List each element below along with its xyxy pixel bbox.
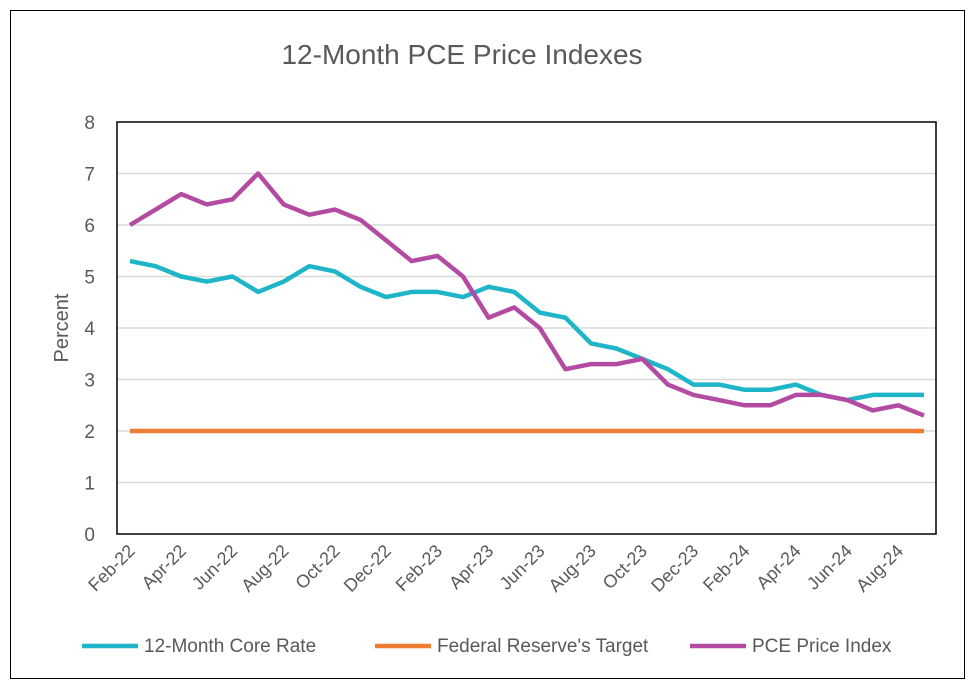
y-tick-label: 6 bbox=[84, 216, 95, 237]
chart-title: 12-Month PCE Price Indexes bbox=[281, 39, 642, 70]
x-tick-label: Apr-23 bbox=[445, 541, 497, 593]
y-tick-label: 8 bbox=[84, 113, 95, 134]
x-tick-label: Dec-22 bbox=[340, 541, 395, 596]
y-axis-label: Percent bbox=[51, 293, 73, 362]
y-tick-label: 3 bbox=[84, 371, 95, 392]
x-tick-label: Aug-22 bbox=[237, 541, 292, 596]
x-tick-label: Feb-22 bbox=[84, 541, 138, 595]
chart-frame bbox=[10, 10, 965, 679]
y-tick-label: 0 bbox=[84, 525, 95, 546]
y-axis-ticks: 0 1 2 3 4 5 6 7 8 bbox=[84, 113, 95, 546]
x-tick-label: Oct-22 bbox=[291, 541, 343, 593]
x-tick-label: Apr-24 bbox=[752, 541, 804, 593]
x-tick-label: Jun-23 bbox=[496, 541, 549, 594]
x-axis-ticks: Feb-22Apr-22Jun-22Aug-22Oct-22Dec-22Feb-… bbox=[84, 541, 907, 596]
y-tick-label: 1 bbox=[84, 474, 95, 495]
x-tick-label: Jun-24 bbox=[803, 541, 856, 594]
plot-area bbox=[116, 121, 937, 535]
x-tick-label: Aug-24 bbox=[852, 541, 907, 596]
y-tick-label: 4 bbox=[84, 319, 95, 340]
legend: 12-Month Core Rate Federal Reserve's Targ… bbox=[82, 636, 892, 657]
gridlines bbox=[117, 172, 936, 484]
x-tick-label: Oct-23 bbox=[599, 541, 651, 593]
y-tick-label: 7 bbox=[84, 165, 95, 186]
y-tick-label: 2 bbox=[84, 422, 95, 443]
legend-label: PCE Price Index bbox=[752, 636, 892, 657]
x-tick-label: Apr-22 bbox=[138, 541, 190, 593]
series-line-2 bbox=[128, 171, 925, 418]
series-lines bbox=[128, 171, 925, 434]
x-tick-label: Jun-22 bbox=[188, 541, 241, 594]
y-tick-label: 5 bbox=[84, 268, 95, 289]
series-line-0 bbox=[129, 258, 924, 403]
legend-label: 12-Month Core Rate bbox=[144, 636, 316, 657]
x-tick-label: Aug-23 bbox=[545, 541, 600, 596]
legend-label: Federal Reserve's Target bbox=[437, 636, 649, 657]
x-tick-label: Feb-23 bbox=[392, 541, 446, 595]
x-tick-label: Feb-24 bbox=[699, 541, 753, 595]
x-tick-label: Dec-23 bbox=[647, 541, 702, 596]
